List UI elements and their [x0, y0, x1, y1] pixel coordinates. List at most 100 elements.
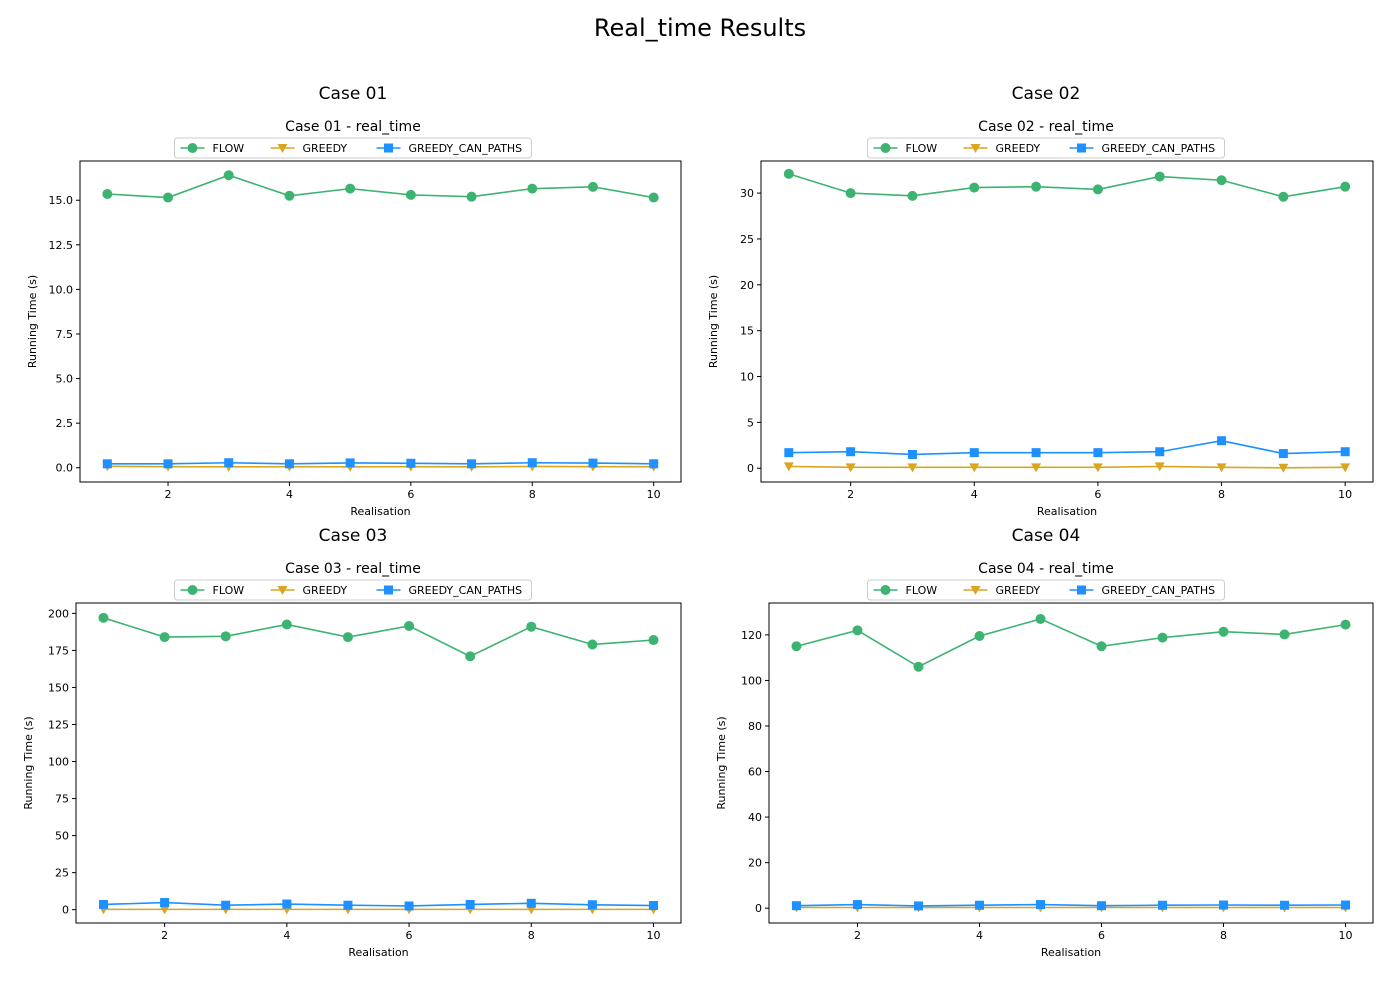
data-point: [648, 192, 659, 203]
data-point: [98, 612, 109, 623]
x-tick-label: 8: [529, 488, 536, 501]
legend: FLOW GREEDY GREEDY_CAN_PATHS: [867, 137, 1225, 159]
legend-label: GREEDY_CAN_PATHS: [409, 584, 523, 597]
data-point: [1340, 181, 1351, 192]
y-tick-label: 10: [740, 371, 754, 384]
y-axis-label: Running Time (s): [707, 275, 720, 368]
y-tick-label: 200: [48, 607, 69, 620]
x-tick-label: 8: [528, 929, 535, 942]
y-tick-label: 15: [740, 325, 754, 338]
legend-label: GREEDY: [303, 584, 348, 597]
data-point: [406, 458, 416, 468]
data-point: [1154, 171, 1165, 182]
chart-title: Case 02 - real_time: [978, 119, 1114, 135]
legend-marker: [187, 585, 198, 595]
data-point: [845, 188, 856, 199]
data-point: [907, 463, 918, 473]
legend-frame: [867, 137, 1225, 159]
data-point: [969, 182, 980, 193]
chart-panel-2: Case 02 Case 02 - real_time FLOW GREEDY GREE…: [707, 84, 1374, 518]
data-point: [1278, 463, 1289, 473]
y-tick-label: 5: [747, 416, 754, 429]
panel-title: Case 01: [319, 84, 388, 104]
series-greedy-can-paths: [99, 898, 658, 911]
data-point: [1157, 632, 1168, 643]
chart-title: Case 03 - real_time: [285, 561, 421, 577]
data-point: [102, 188, 113, 199]
x-tick-label: 10: [1338, 488, 1352, 501]
data-point: [1035, 900, 1045, 910]
chart-panel-3: Case 03 Case 03 - real_time FLOW GREEDY GREE…: [22, 526, 682, 959]
x-axis-label: Realisation: [1037, 505, 1097, 518]
data-point: [163, 192, 174, 203]
y-axis-label: Running Time (s): [22, 716, 35, 809]
y-tick-label: 40: [748, 811, 762, 824]
y-tick-label: 50: [55, 830, 69, 843]
y-tick-label: 20: [740, 279, 754, 292]
series-line: [103, 617, 654, 658]
legend-marker: [970, 144, 981, 153]
x-tick-label: 8: [1218, 488, 1225, 501]
x-tick-label: 10: [647, 488, 661, 501]
series-greedy: [98, 905, 659, 915]
data-point: [223, 170, 234, 181]
x-tick-label: 4: [976, 929, 983, 942]
data-point: [791, 901, 801, 911]
data-point: [405, 189, 416, 200]
data-point: [220, 631, 231, 642]
series-line: [107, 174, 654, 199]
legend-marker: [384, 143, 393, 153]
data-point: [1340, 619, 1351, 630]
chart-title: Case 04 - real_time: [978, 561, 1114, 577]
y-tick-label: 0: [747, 462, 754, 475]
legend-marker: [880, 585, 891, 595]
y-tick-label: 10.0: [49, 283, 74, 296]
data-point: [284, 190, 295, 201]
y-axis-label: Running Time (s): [26, 275, 39, 368]
legend-frame: [174, 137, 532, 159]
data-point: [907, 190, 918, 201]
y-tick-label: 12.5: [49, 239, 74, 252]
data-point: [1279, 629, 1290, 640]
legend-marker: [384, 585, 393, 595]
axes-frame: [75, 602, 682, 924]
y-tick-label: 125: [48, 718, 69, 731]
data-point: [1216, 175, 1227, 186]
chart-title: Case 01 - real_time: [285, 119, 421, 135]
x-axis-label: Realisation: [1041, 946, 1101, 959]
data-point: [345, 183, 356, 194]
axes-frame: [760, 160, 1374, 483]
data-point: [1218, 626, 1229, 637]
legend-label: GREEDY_CAN_PATHS: [409, 142, 523, 155]
legend-frame: [867, 579, 1225, 601]
data-point: [907, 449, 917, 459]
data-point: [1092, 463, 1103, 473]
y-tick-label: 20: [748, 857, 762, 870]
legend-marker: [187, 143, 198, 153]
data-point: [342, 632, 353, 643]
y-tick-label: 75: [55, 793, 69, 806]
x-tick-label: 6: [1094, 488, 1101, 501]
data-point: [913, 661, 924, 672]
series-flow: [102, 170, 659, 203]
data-point: [1155, 447, 1165, 457]
y-tick-label: 5.0: [56, 373, 74, 386]
series-line: [796, 903, 1346, 907]
x-tick-label: 2: [854, 929, 861, 942]
data-point: [845, 463, 856, 473]
x-axis-label: Realisation: [350, 505, 410, 518]
y-tick-label: 60: [748, 766, 762, 779]
data-point: [160, 898, 170, 908]
legend-marker: [880, 143, 891, 153]
data-point: [281, 619, 292, 630]
figure-title: Real_time Results: [593, 14, 807, 42]
legend-label: GREEDY: [996, 584, 1041, 597]
data-point: [1158, 900, 1168, 910]
data-point: [969, 463, 980, 473]
series-line: [788, 439, 1346, 456]
legend-label: FLOW: [906, 142, 938, 155]
data-point: [1280, 900, 1290, 910]
data-point: [1340, 463, 1351, 473]
y-tick-label: 120: [741, 629, 762, 642]
